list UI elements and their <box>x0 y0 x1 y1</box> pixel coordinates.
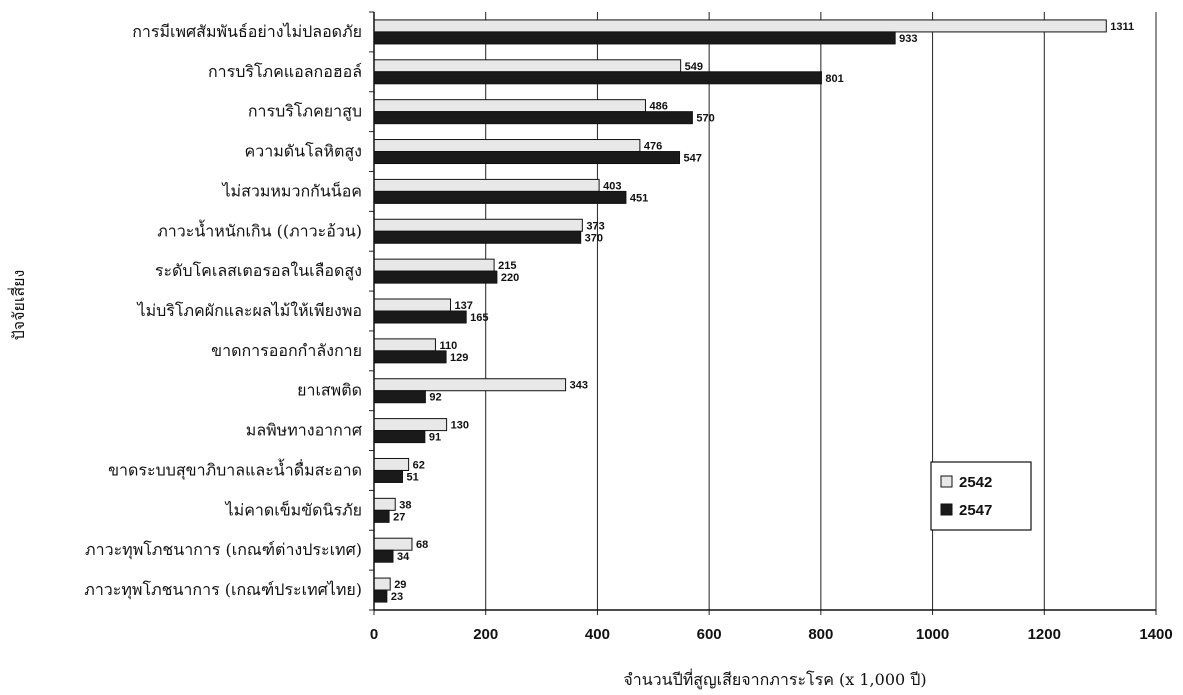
category-label: ภาวะน้ำหนักเกิน ((ภาวะอ้วน) <box>157 219 362 240</box>
bar-2542 <box>373 59 682 73</box>
x-tick-label: 800 <box>808 626 833 643</box>
legend-label: 2547 <box>959 502 992 519</box>
value-label: 801 <box>825 73 843 85</box>
value-label: 547 <box>684 153 702 165</box>
category-label: ขาดการออกกำลังกาย <box>211 341 362 360</box>
value-label: 38 <box>399 499 411 511</box>
bar-2547 <box>373 549 394 563</box>
category-label: ความดันโลหิตสูง <box>245 142 362 162</box>
legend-box <box>930 461 1032 531</box>
legend: 2542 2547 <box>930 461 1032 531</box>
bar-2547 <box>373 111 693 125</box>
x-tick-label: 200 <box>473 626 498 643</box>
category-labels: การมีเพศสัมพันธ์อย่างไม่ปลอดภัยการบริโภค… <box>84 22 362 600</box>
x-tick-labels: 0 200 400 600 800 1000 1200 1400 <box>370 626 1173 643</box>
value-label: 373 <box>586 220 604 232</box>
value-label: 476 <box>644 141 662 153</box>
x-tick-label: 600 <box>697 626 722 643</box>
bar-2542 <box>373 218 583 232</box>
bar-2547 <box>373 509 390 523</box>
x-tick-label: 1000 <box>916 626 949 643</box>
value-label: 215 <box>498 260 516 272</box>
bars <box>373 19 1107 603</box>
bar-2542 <box>373 537 413 551</box>
value-label: 486 <box>649 101 667 113</box>
value-label: 110 <box>439 340 457 352</box>
value-label: 933 <box>899 33 917 45</box>
category-label: มลพิษทางอากาศ <box>246 421 362 440</box>
value-label: 29 <box>394 579 406 591</box>
bar-2542 <box>373 418 448 432</box>
value-label: 403 <box>603 180 621 192</box>
bar-2547 <box>373 390 426 404</box>
y-axis-title: ปัจจัยเสี่ยง <box>7 270 28 341</box>
value-label: 1311 <box>1110 21 1134 33</box>
value-label: 549 <box>685 61 703 73</box>
value-label: 27 <box>393 511 405 523</box>
bar-2542 <box>373 378 567 392</box>
value-label: 92 <box>429 392 441 404</box>
value-label: 68 <box>416 539 428 551</box>
bar-2542 <box>373 577 391 591</box>
bar-2547 <box>373 350 447 364</box>
value-label: 23 <box>391 591 403 603</box>
bar-2542 <box>373 298 452 312</box>
category-label: การมีเพศสัมพันธ์อย่างไม่ปลอดภัย <box>132 22 362 41</box>
bar-2542 <box>373 457 410 471</box>
value-label: 370 <box>585 232 603 244</box>
bar-2542 <box>373 178 600 192</box>
category-label: ภาวะทุพโภชนาการ (เกณฑ์ต่างประเทศ) <box>85 540 362 560</box>
x-tick-label: 1200 <box>1028 626 1061 643</box>
bar-2542 <box>373 338 436 352</box>
value-label: 62 <box>413 459 425 471</box>
category-label: ระดับโคเลสเตอรอลในเลือดสูง <box>155 261 362 281</box>
value-label: 130 <box>451 420 469 432</box>
value-label: 165 <box>470 312 488 324</box>
value-label: 451 <box>630 192 648 204</box>
bar-2547 <box>373 310 467 324</box>
bar-2547 <box>373 151 681 165</box>
value-label: 91 <box>429 432 441 444</box>
axes <box>369 11 1157 615</box>
legend-swatch-2542 <box>940 475 953 488</box>
value-label: 220 <box>501 272 519 284</box>
value-label: 129 <box>450 352 468 364</box>
bar-2547 <box>373 190 627 204</box>
value-label: 343 <box>570 380 588 392</box>
category-label: ภาวะทุพโภชนาการ (เกณฑ์ประเทศไทย) <box>84 580 362 600</box>
x-axis-title: จำนวนปีที่สูญเสียจากภาระโรค (x 1,000 ปี) <box>623 668 926 690</box>
category-label: ไม่คาดเข็มขัดนิรภัย <box>224 499 362 519</box>
bar-2542 <box>373 19 1107 33</box>
bar-2542 <box>373 139 641 153</box>
category-label: ไม่สวมหมวกกันน็อค <box>220 180 362 200</box>
category-label: ไม่บริโภคผักและผลไม้ให้เพียงพอ <box>136 301 362 320</box>
category-label: การบริโภคแอลกอฮอล์ <box>208 62 362 81</box>
bar-2542 <box>373 258 495 272</box>
value-label: 137 <box>455 300 473 312</box>
bar-2547 <box>373 270 498 284</box>
bar-2542 <box>373 497 396 511</box>
bar-2547 <box>373 589 388 603</box>
legend-label: 2542 <box>959 474 992 491</box>
value-label: 34 <box>397 551 410 563</box>
x-tick-label: 400 <box>585 626 610 643</box>
value-label: 570 <box>696 113 714 125</box>
category-label: ยาเสพติด <box>297 381 362 400</box>
category-label: การบริโภคยาสูบ <box>248 102 362 122</box>
legend-swatch-2547 <box>940 503 953 516</box>
bar-2547 <box>373 31 896 45</box>
category-label: ขาดระบบสุขาภิบาลและน้ำดื่มสะอาด <box>108 458 362 480</box>
bar-2547 <box>373 71 822 85</box>
bar-2547 <box>373 230 582 244</box>
bar-2542 <box>373 99 646 113</box>
value-label: 51 <box>406 471 418 483</box>
x-tick-label: 1400 <box>1139 626 1172 643</box>
bar-2547 <box>373 430 426 444</box>
x-tick-label: 0 <box>370 626 378 643</box>
bar-2547 <box>373 469 403 483</box>
